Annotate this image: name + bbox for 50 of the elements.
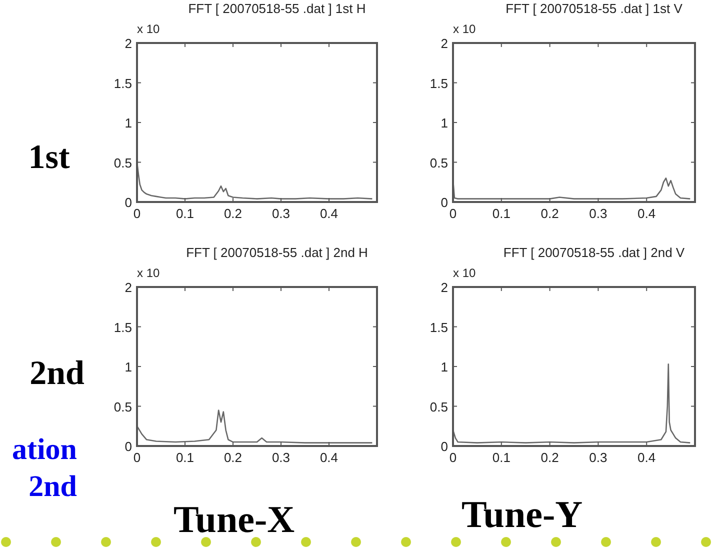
x-tick-label: 0.2 xyxy=(224,206,242,221)
y-tick-label: 1.5 xyxy=(114,76,132,91)
chart-title: FFT [ 20070518-55 .dat ] 2nd H xyxy=(186,245,368,260)
x-tick-label: 0.4 xyxy=(320,450,338,465)
chart-title: FFT [ 20070518-55 .dat ] 1st V xyxy=(506,1,683,16)
y-tick-label: 2 xyxy=(124,36,132,51)
y-tick-label: 2 xyxy=(440,36,448,51)
y-tick-label: 0 xyxy=(124,439,132,454)
x-tick-label: 0.1 xyxy=(492,450,510,465)
text: 1st xyxy=(28,139,70,176)
x-tick-label: 0.3 xyxy=(272,450,290,465)
text: x 10 xyxy=(453,266,476,280)
x-tick-label: 0.4 xyxy=(638,450,656,465)
y-tick-label: 2 xyxy=(124,280,132,295)
y-tick-label: 0 xyxy=(440,195,448,210)
text: 2nd xyxy=(28,470,78,503)
x-tick-label: 0.1 xyxy=(176,450,194,465)
chart-title: FFT [ 20070518-55 .dat ] 2nd V xyxy=(503,245,685,260)
x-tick-label: 0.2 xyxy=(224,450,242,465)
y-tick-label: 1 xyxy=(124,360,132,374)
y-tick-label: 1.5 xyxy=(430,320,448,335)
chart-title: FFT [ 20070518-55 .dat ] 1st H xyxy=(188,1,366,16)
x-tick-label: 0.2 xyxy=(540,450,559,465)
y-tick-label: 2 xyxy=(440,280,448,295)
text: Tune-X xyxy=(173,499,295,541)
y-tick-label: 1.5 xyxy=(430,76,448,91)
x-tick-label: 0.4 xyxy=(638,206,656,221)
y-tick-label: 0 xyxy=(440,439,448,454)
x-tick-label: 0.1 xyxy=(492,206,510,221)
x-tick-label: 0.1 xyxy=(176,206,194,221)
y-tick-label: 1.5 xyxy=(114,320,132,335)
text: x 10 xyxy=(137,266,160,280)
y-tick-label: 0.5 xyxy=(430,399,448,414)
y-tick-label: 0.5 xyxy=(114,155,132,170)
x-tick-label: 0.3 xyxy=(272,206,290,221)
y-tick-label: 0.5 xyxy=(114,399,132,414)
x-tick-label: 0.2 xyxy=(540,206,559,221)
y-tick-label: 1 xyxy=(124,116,132,130)
x-tick-label: 0.3 xyxy=(589,206,608,221)
x-tick-label: 0.4 xyxy=(320,206,338,221)
text: x 10 xyxy=(453,22,476,36)
x-tick-label: 0.3 xyxy=(589,450,608,465)
text: Tune-Y xyxy=(461,494,583,536)
y-tick-label: 1 xyxy=(440,360,448,374)
y-tick-label: 0 xyxy=(124,195,132,210)
text: x 10 xyxy=(137,22,160,36)
text: ation xyxy=(12,433,78,466)
y-tick-label: 1 xyxy=(440,116,448,130)
text: 2nd xyxy=(30,355,84,392)
y-tick-label: 0.5 xyxy=(430,155,448,170)
